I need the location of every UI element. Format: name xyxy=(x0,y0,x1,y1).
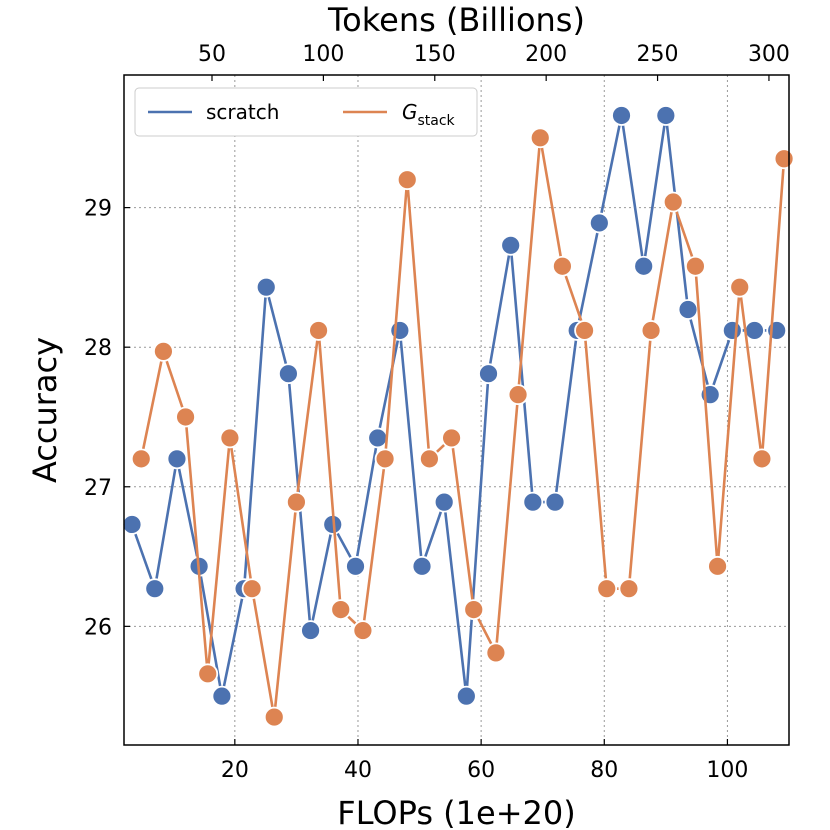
data-point-g-stack xyxy=(751,448,773,470)
data-point-g-stack xyxy=(685,255,706,277)
data-point-g-stack xyxy=(529,127,551,149)
data-point-g-stack xyxy=(662,191,684,213)
data-point-g-stack xyxy=(352,620,374,641)
data-point-scratch xyxy=(411,555,433,577)
data-point-g-stack xyxy=(574,320,595,341)
data-point-scratch xyxy=(367,427,389,449)
data-point-g-stack xyxy=(330,599,352,621)
y-tick-label: 26 xyxy=(84,615,112,640)
series-line-g-stack xyxy=(139,136,786,719)
data-point-g-stack xyxy=(241,578,263,600)
data-point-scratch xyxy=(522,491,544,513)
data-point-g-stack xyxy=(130,448,152,470)
data-point-scratch xyxy=(278,363,299,385)
x-tick-label: 20 xyxy=(221,758,249,783)
data-point-g-stack xyxy=(219,427,241,449)
top-tick-label: 300 xyxy=(748,42,790,67)
data-point-scratch xyxy=(389,320,411,341)
data-point-scratch xyxy=(744,320,765,341)
top-axis-title: Tokens (Billions) xyxy=(327,1,585,39)
top-tick-label: 250 xyxy=(637,42,679,67)
x-tick-label: 60 xyxy=(467,758,495,783)
top-tick-label: 50 xyxy=(198,42,226,67)
plot-frame xyxy=(123,74,790,746)
data-point-g-stack xyxy=(441,427,462,449)
data-point-g-stack xyxy=(707,555,728,577)
data-point-g-stack xyxy=(286,491,307,513)
data-point-g-stack xyxy=(419,448,440,470)
data-point-g-stack xyxy=(485,642,507,664)
data-point-scratch xyxy=(345,555,366,577)
legend-box xyxy=(134,87,478,137)
top-tick-label: 150 xyxy=(414,42,456,67)
data-point-scratch xyxy=(300,620,321,641)
x-tick-label: 100 xyxy=(706,758,748,783)
data-point-g-stack xyxy=(263,706,285,728)
y-tick-label: 27 xyxy=(84,476,112,501)
data-point-g-stack xyxy=(507,384,529,406)
data-point-g-stack xyxy=(396,169,418,191)
grid-lines xyxy=(124,75,789,745)
data-point-g-stack xyxy=(773,148,795,170)
data-point-scratch xyxy=(433,491,455,513)
data-point-g-stack xyxy=(596,578,618,600)
data-point-g-stack xyxy=(729,276,751,298)
data-point-scratch xyxy=(211,685,233,707)
data-point-g-stack xyxy=(374,448,396,470)
data-point-g-stack xyxy=(618,578,640,600)
top-tick-label: 200 xyxy=(525,42,567,67)
data-point-g-stack xyxy=(463,599,485,621)
tick-marks xyxy=(124,75,770,745)
data-point-g-stack xyxy=(640,320,662,341)
y-axis-title: Accuracy xyxy=(26,337,64,483)
data-point-scratch xyxy=(588,212,610,234)
y-tick-label: 28 xyxy=(84,336,112,361)
series-layer xyxy=(121,105,795,728)
legend: scratch Gstack xyxy=(134,87,478,137)
data-point-scratch xyxy=(500,234,522,256)
legend-label-scratch: scratch xyxy=(206,100,279,124)
x-tick-label: 80 xyxy=(590,758,618,783)
data-point-scratch xyxy=(455,685,477,707)
data-point-scratch xyxy=(611,105,632,126)
data-point-scratch xyxy=(121,514,143,535)
data-point-g-stack xyxy=(308,320,329,341)
series-line-scratch xyxy=(130,114,777,698)
legend-label-gstack: Gstack xyxy=(402,100,456,129)
y-tick-label: 29 xyxy=(84,197,112,222)
data-point-scratch xyxy=(166,448,188,470)
x-axis-title: FLOPs (1e+20) xyxy=(337,794,575,830)
data-point-scratch xyxy=(144,578,166,600)
data-point-scratch xyxy=(721,320,743,341)
x-tick-label: 40 xyxy=(344,758,372,783)
data-point-g-stack xyxy=(153,340,174,362)
data-point-scratch xyxy=(633,255,655,277)
data-point-g-stack xyxy=(197,663,219,685)
data-point-scratch xyxy=(544,491,566,513)
data-point-scratch xyxy=(478,363,499,385)
data-point-scratch xyxy=(655,105,677,126)
data-point-scratch xyxy=(677,299,699,320)
top-tick-label: 100 xyxy=(302,42,344,67)
data-point-g-stack xyxy=(175,406,196,428)
data-point-g-stack xyxy=(552,255,573,277)
data-point-scratch xyxy=(255,276,277,298)
